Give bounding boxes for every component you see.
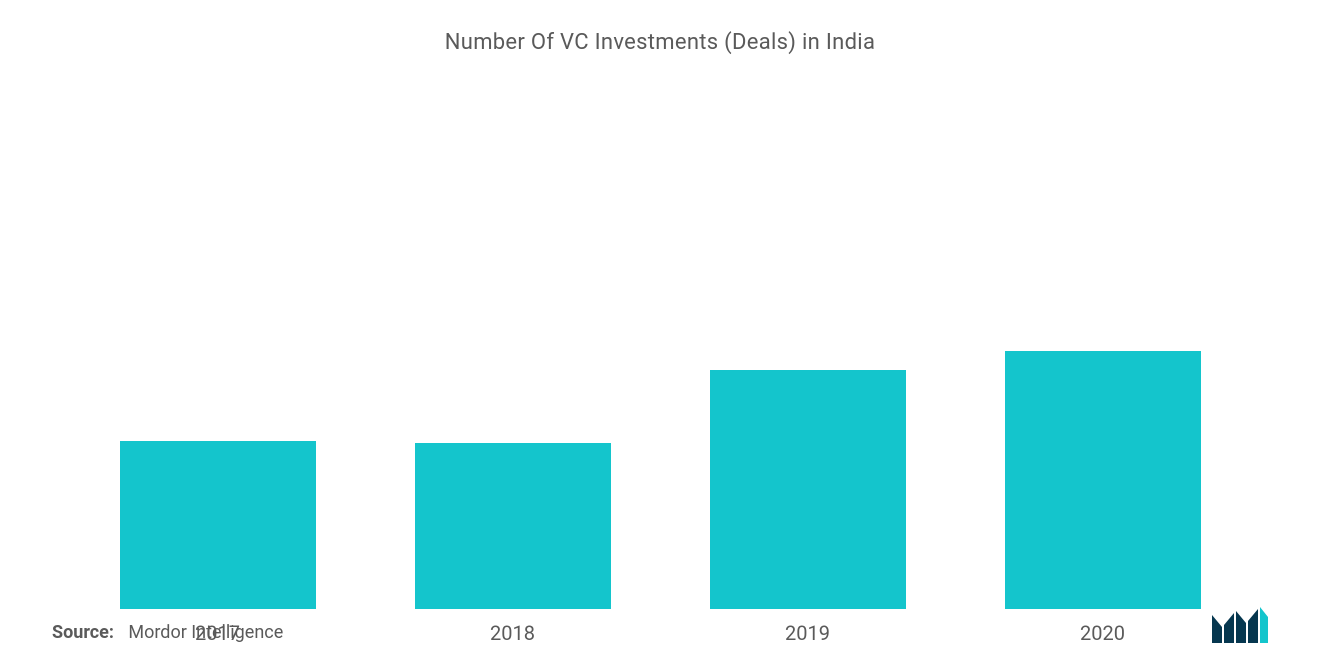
bar-group-2	[660, 370, 955, 609]
plot-area	[50, 65, 1270, 609]
chart-footer: Source: Mordor Intelligence	[52, 607, 1268, 643]
bar-0	[120, 441, 316, 609]
bar-1	[415, 443, 611, 609]
source-citation: Source: Mordor Intelligence	[52, 622, 283, 643]
bar-3	[1005, 351, 1201, 609]
bar-2	[710, 370, 906, 609]
source-text: Mordor Intelligence	[128, 622, 283, 643]
bar-group-0	[70, 441, 365, 609]
chart-title: Number Of VC Investments (Deals) in Indi…	[50, 30, 1270, 55]
chart-container: Number Of VC Investments (Deals) in Indi…	[0, 0, 1320, 665]
bar-group-3	[955, 351, 1250, 609]
source-prefix: Source:	[52, 622, 114, 643]
mordor-logo-icon	[1212, 607, 1268, 643]
bar-group-1	[365, 443, 660, 609]
